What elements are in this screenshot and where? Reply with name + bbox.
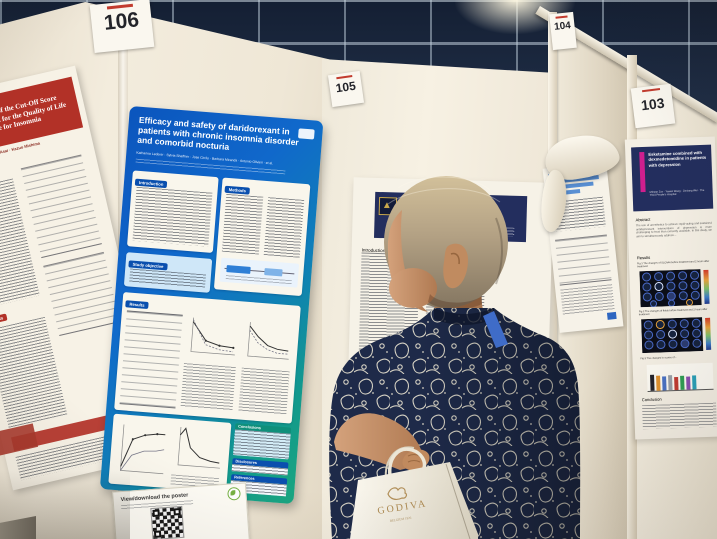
event-logo [227, 486, 241, 501]
board-tag-104: 104 [549, 11, 577, 51]
bag-sub-text: BELGIUM 1926 [390, 516, 412, 523]
qr-card: View/download the poster [112, 482, 250, 539]
line-chart-fig3 [247, 322, 289, 360]
esk-heatmap-figure-1 [639, 269, 710, 308]
esk-abstract-text: The use of anesthetics to achieve rapid-… [635, 220, 713, 239]
esk-authors: Minyan Zuo · Yawen Wang · Jinxiang Wei ·… [649, 188, 705, 198]
tag-103-number: 103 [640, 94, 666, 114]
tag-104-number: 104 [553, 20, 572, 33]
tag-105-number: 105 [334, 78, 357, 96]
study-design-diagram [219, 257, 300, 288]
esk-section-abstract: Abstract [635, 216, 651, 223]
line-chart-spike [177, 426, 220, 469]
esk-heatmap-figure-2 [641, 317, 712, 354]
esk-bar-chart [646, 362, 714, 393]
board-tag-106: 106 [89, 0, 155, 54]
esk-magenta-bar [639, 151, 646, 193]
attendee-arm-and-bag: GODIVA BELGIUM 1926 [334, 413, 478, 539]
attendee-cheek [389, 268, 437, 308]
blue-objective-box: Study objective [123, 252, 213, 293]
line-chart-fig2 [190, 317, 235, 356]
qr-code [150, 505, 185, 539]
line-chart-rising [120, 424, 166, 475]
blue-poster-logo [297, 128, 315, 140]
poster-blue: Efficacy and safety of daridorexant in p… [99, 106, 324, 505]
esk-fig2-caption: Fig.2 The changes of fields before treat… [638, 307, 708, 317]
curled-poster-logo [606, 311, 617, 320]
board-tag-105: 105 [327, 70, 365, 108]
attendee-forearm [334, 413, 423, 470]
esk-title: Esketamine combined with dexmedetomidine… [648, 149, 707, 168]
red-section-results: Results [0, 313, 8, 326]
blue-section-results: Results [125, 300, 149, 310]
blue-results2-box [108, 413, 232, 493]
esk-title-block: Esketamine combined with dexmedetomidine… [631, 144, 714, 212]
godiva-bag [350, 462, 478, 539]
attendee-collar [434, 308, 494, 325]
board-tag-103: 103 [630, 83, 676, 129]
esk-fig3-caption: Fig.3 The changes in scores of… [640, 355, 678, 361]
tag-106-number: 106 [102, 8, 141, 35]
esk-section-results: Results [636, 254, 651, 261]
blue-methods-box: Methods [213, 177, 311, 297]
godiva-emblem [387, 487, 408, 500]
frame-post-left [548, 12, 557, 539]
esk-fig1-caption: Fig.1 The changes of SLC6A4 before treat… [637, 259, 710, 269]
blue-intro-box: Introduction [126, 170, 219, 253]
attendee-ear [443, 243, 468, 289]
poster-esketamine: Esketamine combined with dexmedetomidine… [624, 136, 717, 440]
frame-foot [0, 516, 36, 539]
esk-section-conclusion: Conclusion [641, 396, 662, 403]
attendee-lanyard [483, 311, 508, 348]
blue-results-box: Results [114, 292, 301, 424]
